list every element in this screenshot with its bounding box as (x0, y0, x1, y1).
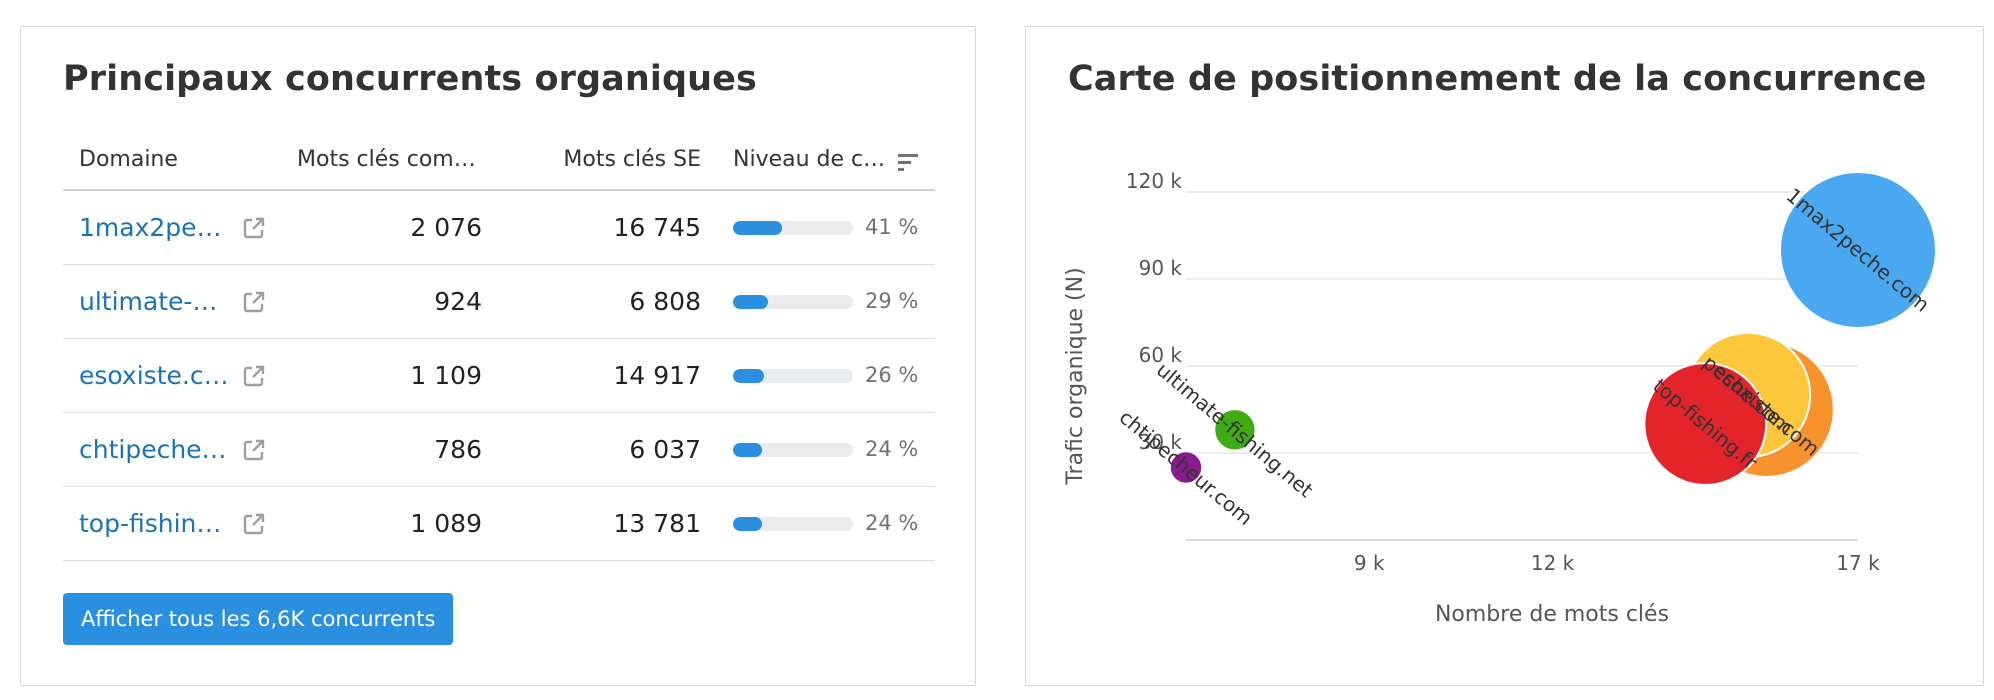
table-row: 1max2pe… 2 076 16 745 41 % (63, 191, 935, 265)
column-header-domain[interactable]: Domaine (79, 147, 178, 172)
competitors-panel: Principaux concurrents organiques Domain… (20, 26, 976, 686)
y-tick-label: 60 k (1139, 343, 1183, 367)
y-axis-label: Trafic organique (N) (1063, 267, 1088, 485)
table-row: chtipeche… 786 6 037 24 % (63, 413, 935, 487)
bubble (1779, 171, 1937, 329)
competition-level-value: 24 % (865, 437, 919, 461)
table-row: top-fishin… 1 089 13 781 24 % (63, 487, 935, 561)
se-keywords-value: 14 917 (613, 361, 701, 390)
common-keywords-value: 2 076 (410, 213, 482, 242)
domain-link[interactable]: chtipeche… (79, 435, 227, 464)
competition-level-fill (733, 221, 783, 235)
external-link-icon[interactable] (241, 511, 267, 537)
table-row: esoxiste.c… 1 109 14 917 26 % (63, 339, 935, 413)
se-keywords-value: 6 037 (629, 435, 701, 464)
competition-level-bar (733, 369, 853, 383)
bubble (1213, 408, 1257, 452)
y-tick-label: 90 k (1139, 256, 1183, 280)
competitors-table: Domaine Mots clés com… Mots clés SE Nive… (63, 129, 935, 561)
table-row: ultimate-… 924 6 808 29 % (63, 265, 935, 339)
competition-level-bar (733, 295, 853, 309)
x-tick-label: 12 k (1531, 551, 1575, 575)
positioning-map-panel: Carte de positionnement de la concurrenc… (1025, 26, 1984, 686)
panel-title: Carte de positionnement de la concurrenc… (1068, 59, 1927, 99)
external-link-icon[interactable] (241, 215, 267, 241)
external-link-icon[interactable] (241, 363, 267, 389)
column-header-common-keywords[interactable]: Mots clés com… (297, 147, 476, 172)
column-header-competition-level[interactable]: Niveau de c… (733, 147, 886, 172)
common-keywords-value: 1 089 (410, 509, 482, 538)
x-tick-label: 9 k (1354, 551, 1385, 575)
competition-level-bar (733, 443, 853, 457)
table-header: Domaine Mots clés com… Mots clés SE Nive… (63, 129, 935, 191)
competition-level-fill (733, 369, 765, 383)
external-link-icon[interactable] (241, 289, 267, 315)
common-keywords-value: 1 109 (410, 361, 482, 390)
domain-link[interactable]: esoxiste.c… (79, 361, 229, 390)
external-link-icon[interactable] (241, 437, 267, 463)
y-tick-label: 120 k (1126, 169, 1183, 193)
y-tick-label: 30 k (1139, 430, 1183, 454)
positioning-chart: 30 k 60 k 90 k 120 k 9 k 12 k 17 k Nombre de mo… (1063, 169, 1937, 627)
column-header-se-keywords[interactable]: Mots clés SE (563, 147, 701, 172)
domain-link[interactable]: ultimate-… (79, 287, 218, 316)
domain-link[interactable]: top-fishin… (79, 509, 222, 538)
competition-level-fill (733, 517, 762, 531)
se-keywords-value: 16 745 (613, 213, 701, 242)
competition-level-fill (733, 443, 762, 457)
competition-level-value: 41 % (865, 215, 919, 239)
common-keywords-value: 786 (434, 435, 482, 464)
competition-level-value: 29 % (865, 289, 919, 313)
competition-level-value: 26 % (865, 363, 919, 387)
competition-level-bar (733, 517, 853, 531)
common-keywords-value: 924 (434, 287, 482, 316)
competition-level-bar (733, 221, 853, 235)
bubble (1643, 362, 1768, 486)
se-keywords-value: 6 808 (629, 287, 701, 316)
sort-icon[interactable] (897, 151, 919, 173)
panel-title: Principaux concurrents organiques (63, 59, 757, 99)
competition-level-fill (733, 295, 768, 309)
show-all-competitors-button[interactable]: Afficher tous les 6,6K concurrents (63, 593, 454, 645)
x-axis-label: Nombre de mots clés (1435, 602, 1669, 627)
x-tick-label: 17 k (1836, 551, 1880, 575)
se-keywords-value: 13 781 (613, 509, 701, 538)
competition-level-value: 24 % (865, 511, 919, 535)
domain-link[interactable]: 1max2pe… (79, 213, 222, 242)
bubble (1168, 450, 1204, 485)
